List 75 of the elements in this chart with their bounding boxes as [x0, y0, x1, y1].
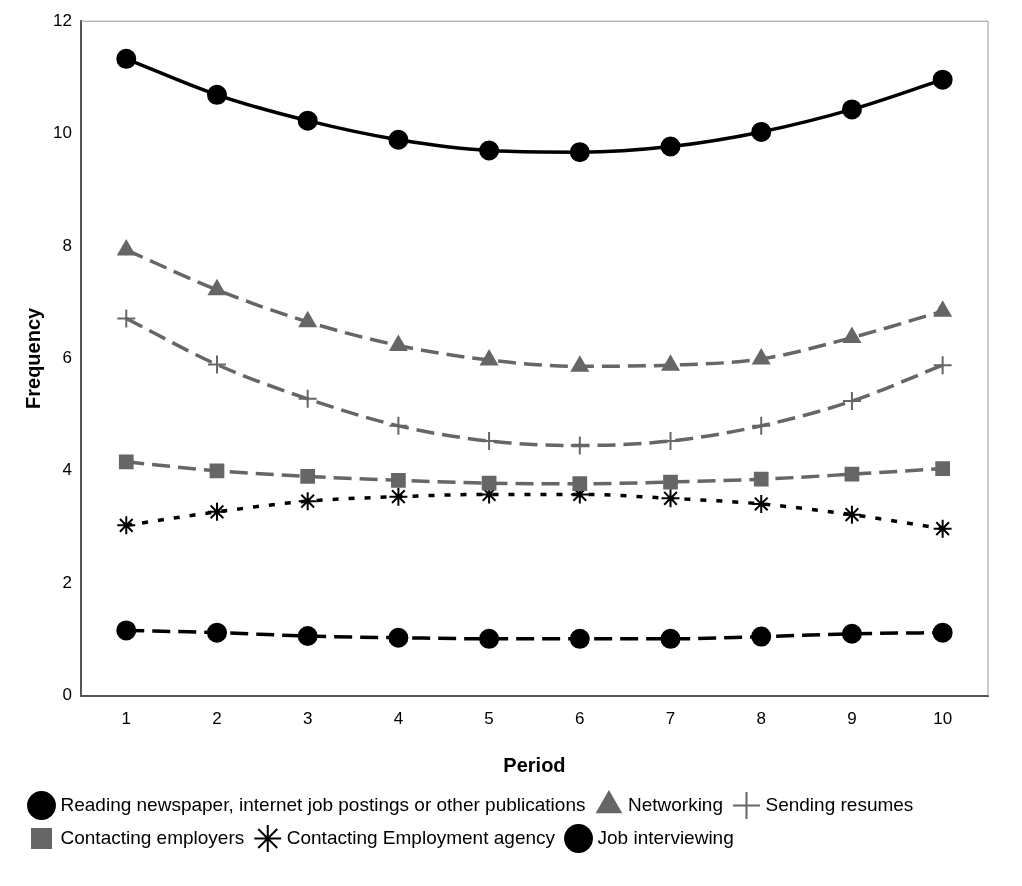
point: [572, 476, 588, 492]
point: [841, 623, 862, 644]
point: [206, 354, 227, 375]
point: [843, 327, 861, 344]
legend-label: Networking: [627, 793, 723, 815]
point: [751, 493, 772, 514]
x-tick-label: 10: [933, 709, 953, 729]
point: [388, 627, 409, 648]
x-axis-title: Period: [503, 753, 566, 776]
point: [300, 469, 316, 484]
y-tick-label: 0: [62, 685, 72, 705]
point: [841, 391, 862, 412]
point: [481, 475, 497, 491]
legend-label: Contacting Employment agency: [286, 826, 556, 848]
point: [206, 622, 227, 643]
x-tick-label: 4: [393, 709, 404, 729]
point: [391, 472, 406, 488]
legend-label: Sending resumes: [765, 793, 914, 815]
point: [480, 350, 498, 366]
point: [479, 628, 500, 649]
point: [841, 504, 862, 525]
point: [297, 388, 318, 409]
point: [388, 129, 409, 150]
point: [932, 518, 953, 539]
point: [932, 69, 953, 90]
x-tick-label: 6: [575, 709, 585, 729]
y-tick-label: 8: [62, 235, 72, 255]
point: [116, 515, 137, 536]
point: [116, 308, 137, 329]
point: [841, 99, 862, 120]
point: [844, 466, 860, 482]
point: [297, 626, 318, 647]
point: [932, 622, 953, 643]
point: [932, 355, 953, 376]
point: [935, 461, 951, 476]
point: [206, 501, 227, 522]
point: [661, 355, 680, 371]
point: [660, 136, 681, 157]
point: [751, 121, 772, 142]
x-tick-label: 9: [847, 709, 857, 729]
point: [660, 628, 681, 649]
x-tick-label: 2: [212, 709, 222, 729]
point: [388, 415, 409, 436]
point: [206, 84, 227, 105]
x-tick-label: 3: [302, 709, 313, 729]
legend-label: Reading newspaper, internet job postings or other publications: [60, 793, 586, 815]
point: [479, 431, 500, 452]
point: [297, 491, 318, 512]
y-tick-label: 6: [62, 348, 72, 368]
y-tick-label: 2: [62, 572, 72, 592]
legend-label: Contacting employers: [60, 826, 245, 848]
point: [479, 140, 500, 161]
y-axis-title: Frequency: [21, 306, 44, 409]
point: [297, 110, 318, 131]
point: [660, 488, 681, 509]
point: [751, 626, 772, 647]
point: [569, 142, 590, 163]
point: [116, 48, 137, 69]
point: [118, 454, 134, 470]
point: [388, 486, 409, 507]
y-tick-label: 4: [62, 460, 72, 480]
point: [209, 463, 225, 479]
point: [751, 415, 772, 436]
y-tick-label: 12: [52, 10, 72, 30]
y-tick-label: 10: [52, 123, 72, 143]
x-tick-label: 5: [484, 709, 494, 729]
point: [663, 474, 678, 490]
legend-label: Job interviewing: [597, 826, 734, 848]
x-tick-label: 1: [121, 709, 131, 729]
point: [569, 628, 590, 649]
point: [753, 471, 769, 487]
point: [933, 301, 952, 317]
x-tick-label: 7: [665, 709, 676, 729]
point: [116, 620, 137, 641]
x-tick-label: 8: [756, 709, 766, 729]
